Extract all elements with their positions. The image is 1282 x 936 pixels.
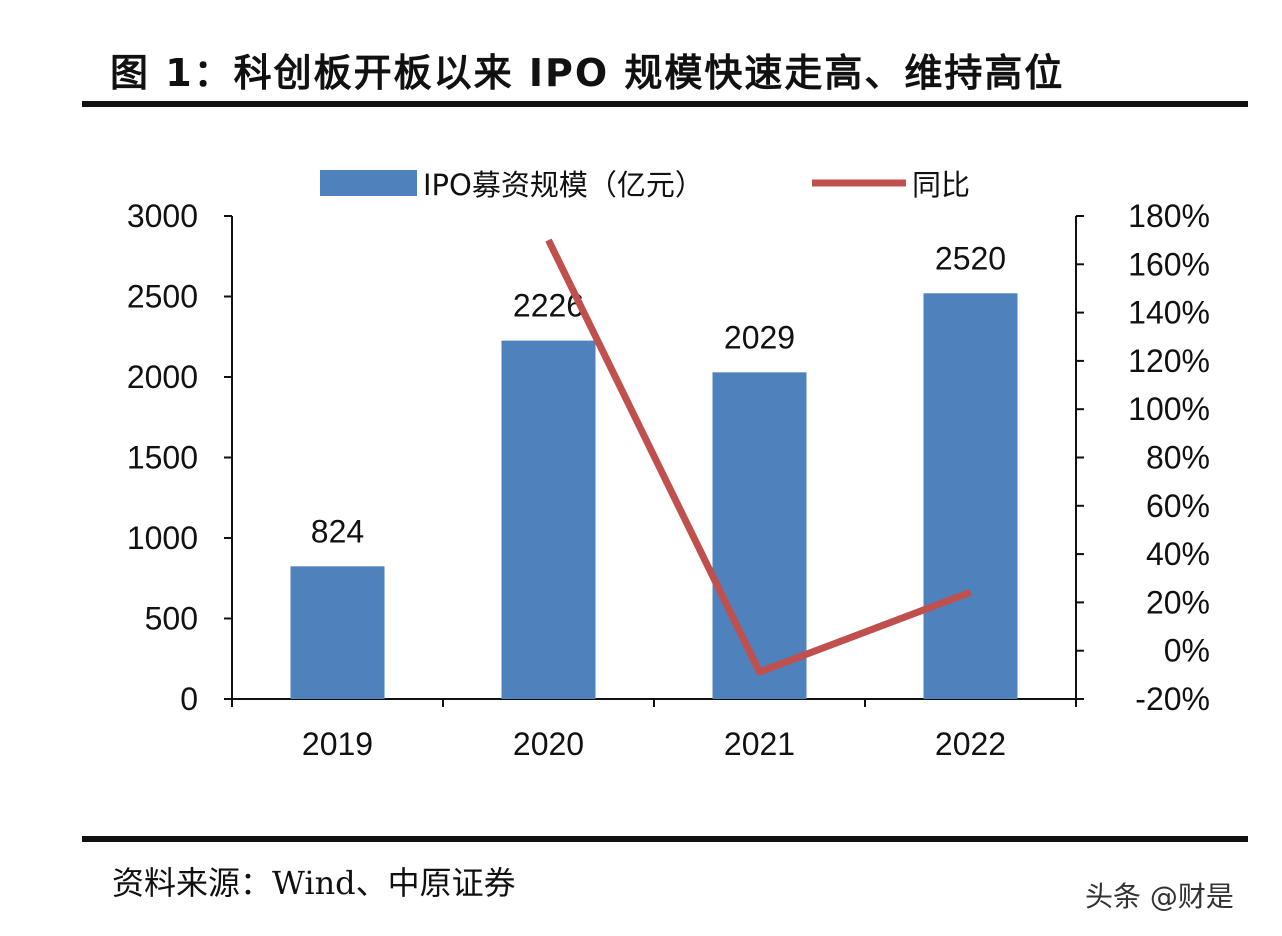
right-tick-label: -20% [1135, 681, 1210, 717]
left-tick-label: 500 [145, 601, 198, 637]
figure-title: 图 1：科创板开板以来 IPO 规模快速走高、维持高位 [110, 51, 1065, 95]
right-tick-label: 60% [1146, 488, 1210, 524]
left-tick-label: 0 [180, 681, 198, 717]
source-note: 资料来源：Wind、中原证券 [112, 864, 516, 902]
x-tick-label: 2020 [513, 726, 584, 762]
right-tick-label: 100% [1128, 391, 1210, 427]
data-label-2021: 2029 [724, 319, 795, 355]
left-tick-label: 2000 [127, 359, 198, 395]
data-label-2022: 2520 [935, 240, 1006, 276]
legend-label-yoy: 同比 [912, 168, 970, 202]
legend-swatch-ipo [320, 170, 417, 196]
line-point-2021 [759, 671, 760, 673]
right-tick-label: 180% [1128, 198, 1210, 234]
right-tick-label: 40% [1146, 536, 1210, 572]
title-rule [82, 101, 1248, 107]
right-tick-label: 140% [1128, 295, 1210, 331]
bar-2019 [290, 566, 385, 699]
x-tick-label: 2021 [724, 726, 795, 762]
line-point-2020 [548, 239, 549, 241]
right-tick-label: 80% [1146, 440, 1210, 476]
bar-2022 [923, 293, 1018, 699]
right-tick-label: 0% [1164, 633, 1210, 669]
source-rule [82, 836, 1248, 842]
bar-2020 [501, 340, 596, 699]
data-label-2019: 824 [311, 513, 364, 549]
right-tick-label: 160% [1128, 246, 1210, 282]
left-tick-label: 2500 [127, 279, 198, 315]
left-tick-label: 1500 [127, 440, 198, 476]
right-tick-label: 120% [1128, 343, 1210, 379]
x-tick-label: 2022 [935, 726, 1006, 762]
x-tick-label: 2019 [302, 726, 373, 762]
watermark: 头条 @财是 [1085, 880, 1234, 913]
bar-2021 [712, 372, 807, 699]
legend: IPO募资规模（亿元） 同比 [320, 168, 970, 202]
left-tick-label: 1000 [127, 520, 198, 556]
left-tick-label: 3000 [127, 198, 198, 234]
plot-area: 0 500 1000 1500 2000 2500 3000 -20% 0% 20% 40% 60% 8… [127, 198, 1210, 762]
right-tick-label: 20% [1146, 584, 1210, 620]
line-point-2022 [970, 591, 971, 593]
legend-label-ipo: IPO募资规模（亿元） [423, 168, 704, 202]
